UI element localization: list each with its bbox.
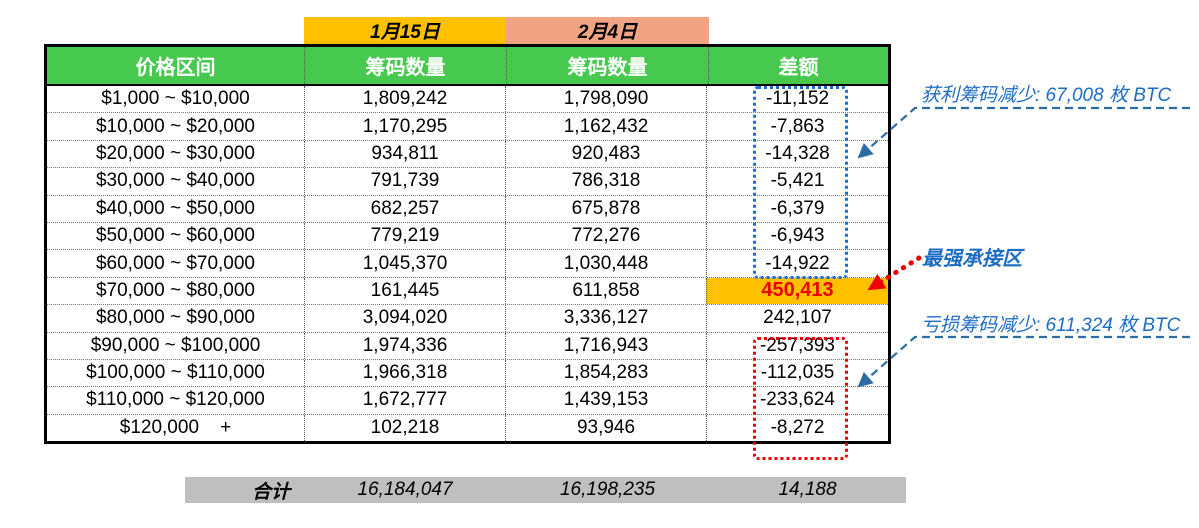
price-range-cell: $10,000 ~ $20,000 bbox=[95, 115, 255, 137]
qty-feb4-cell: 1,030,448 bbox=[505, 250, 706, 277]
header-diff: 差额 bbox=[708, 47, 888, 84]
profit-callout-arrow bbox=[857, 106, 1190, 159]
price-range-cell: $100,000 ~ $110,000 bbox=[86, 362, 265, 384]
header-qty-jan15: 筹码数量 bbox=[304, 47, 506, 84]
qty-jan15-cell: 1,170,295 bbox=[304, 113, 505, 140]
table-row: $80,000 ~ $90,000 3,094,020 3,336,127 24… bbox=[47, 305, 888, 333]
qty-feb4-cell: 786,318 bbox=[505, 168, 706, 195]
table-row: $1,000 ~ $10,000 1,809,242 1,798,090 -11… bbox=[47, 86, 888, 114]
qty-jan15-cell: 1,809,242 bbox=[304, 86, 505, 113]
loss-callout-arrow bbox=[857, 335, 1190, 388]
diff-cell: -14,922 bbox=[706, 250, 888, 277]
diff-cell: -14,328 bbox=[706, 140, 888, 168]
price-range-cell: $30,000 ~ $40,000 bbox=[95, 170, 255, 192]
table-row: $20,000 ~ $30,000 934,811 920,483 -14,32… bbox=[47, 140, 888, 169]
qty-jan15-cell: 1,672,777 bbox=[304, 387, 505, 414]
total-qty-feb4: 16,198,235 bbox=[559, 479, 656, 500]
qty-feb4-cell: 1,798,090 bbox=[505, 86, 706, 113]
qty-jan15-cell: 161,445 bbox=[304, 277, 505, 305]
diff-cell: 242,107 bbox=[706, 305, 888, 332]
price-range-cell: $80,000 ~ $90,000 bbox=[95, 307, 255, 329]
price-range-cell: $60,000 ~ $70,000 bbox=[95, 252, 255, 274]
diff-cell: -8,272 bbox=[706, 414, 888, 442]
qty-jan15-cell: 3,094,020 bbox=[304, 305, 505, 332]
qty-feb4-cell: 3,336,127 bbox=[505, 305, 706, 332]
qty-jan15-cell: 102,218 bbox=[304, 414, 505, 442]
price-range-cell: $1,000 ~ $10,000 bbox=[101, 88, 250, 110]
total-qty-jan15: 16,184,047 bbox=[357, 479, 453, 500]
qty-feb4-cell: 772,276 bbox=[505, 222, 706, 250]
table-row: $90,000 ~ $100,000 1,974,336 1,716,943 -… bbox=[47, 332, 888, 360]
table-header-row: 价格区间 筹码数量 筹码数量 差额 bbox=[47, 47, 888, 86]
qty-feb4-cell: 1,716,943 bbox=[505, 332, 706, 359]
profit-diff-dotted-box bbox=[753, 86, 848, 279]
qty-jan15-cell: 682,257 bbox=[304, 195, 505, 222]
date-header-feb4: 2月4日 bbox=[506, 17, 709, 44]
qty-jan15-cell: 1,045,370 bbox=[304, 250, 505, 277]
table-row: $70,000 ~ $80,000 161,445 611,858 450,41… bbox=[47, 277, 888, 306]
table-row: $110,000 ~ $120,000 1,672,777 1,439,153 … bbox=[47, 387, 888, 415]
qty-feb4-cell: 1,162,432 bbox=[505, 113, 706, 140]
support-zone-annotation: 最强承接区 bbox=[922, 248, 1022, 270]
header-qty-feb4: 筹码数量 bbox=[506, 47, 708, 84]
price-range-cell: $90,000 ~ $100,000 bbox=[90, 334, 261, 356]
loss-annotation: 亏损筹码减少: 611,324 枚 BTC bbox=[921, 315, 1181, 336]
qty-feb4-cell: 1,439,153 bbox=[505, 387, 706, 414]
header-price-range: 价格区间 bbox=[135, 57, 216, 79]
qty-feb4-cell: 93,946 bbox=[505, 414, 706, 442]
date-header-jan15: 1月15日 bbox=[304, 17, 506, 44]
price-range-cell: $20,000 ~ $30,000 bbox=[95, 142, 255, 164]
loss-diff-dotted-box bbox=[753, 337, 848, 460]
date-feb4-label: 2月4日 bbox=[577, 22, 638, 43]
qty-feb4-cell: 1,854,283 bbox=[505, 359, 706, 387]
qty-jan15-cell: 934,811 bbox=[304, 140, 505, 168]
price-range-table: 价格区间 筹码数量 筹码数量 差额 $1,000 ~ $10,000 1,809… bbox=[44, 44, 891, 444]
qty-jan15-cell: 1,974,336 bbox=[304, 332, 505, 359]
date-jan15-label: 1月15日 bbox=[370, 22, 440, 43]
diff-cell: 450,413 bbox=[706, 277, 888, 305]
qty-feb4-cell: 675,878 bbox=[505, 195, 706, 222]
total-diff: 14,188 bbox=[778, 479, 837, 500]
profit-annotation: 获利筹码减少: 67,008 枚 BTC bbox=[921, 85, 1172, 106]
table-row: $100,000 ~ $110,000 1,966,318 1,854,283 … bbox=[47, 359, 888, 388]
qty-jan15-cell: 791,739 bbox=[304, 168, 505, 195]
diff-cell: -6,379 bbox=[706, 195, 888, 222]
price-range-cell: $70,000 ~ $80,000 bbox=[95, 279, 255, 301]
diff-cell: -5,421 bbox=[706, 168, 888, 195]
table-row: $50,000 ~ $60,000 779,219 772,276 -6,943 bbox=[47, 222, 888, 251]
table-body: $1,000 ~ $10,000 1,809,242 1,798,090 -11… bbox=[47, 86, 888, 442]
qty-feb4-cell: 920,483 bbox=[505, 140, 706, 168]
diff-cell: -11,152 bbox=[706, 86, 888, 113]
table-row: $10,000 ~ $20,000 1,170,295 1,162,432 -7… bbox=[47, 113, 888, 141]
price-range-cell: $50,000 ~ $60,000 bbox=[95, 225, 255, 247]
price-range-cell: $40,000 ~ $50,000 bbox=[95, 197, 255, 219]
total-label: 合计 bbox=[251, 481, 290, 503]
table-row: $120,000 + 102,218 93,946 -8,272 bbox=[47, 414, 888, 442]
price-range-cell: $120,000 + bbox=[119, 416, 232, 438]
diff-cell: -7,863 bbox=[706, 113, 888, 140]
table-row: $60,000 ~ $70,000 1,045,370 1,030,448 -1… bbox=[47, 250, 888, 278]
price-range-cell: $110,000 ~ $120,000 bbox=[86, 389, 265, 411]
qty-feb4-cell: 611,858 bbox=[505, 277, 706, 305]
table-row: $40,000 ~ $50,000 682,257 675,878 -6,379 bbox=[47, 195, 888, 223]
diff-cell: -233,624 bbox=[706, 387, 888, 414]
qty-jan15-cell: 779,219 bbox=[304, 222, 505, 250]
diff-cell: -6,943 bbox=[706, 222, 888, 250]
qty-jan15-cell: 1,966,318 bbox=[304, 359, 505, 387]
total-row: 合计 16,184,047 16,198,235 14,188 bbox=[185, 477, 906, 503]
diff-cell: -112,035 bbox=[706, 359, 888, 387]
table-row: $30,000 ~ $40,000 791,739 786,318 -5,421 bbox=[47, 168, 888, 196]
